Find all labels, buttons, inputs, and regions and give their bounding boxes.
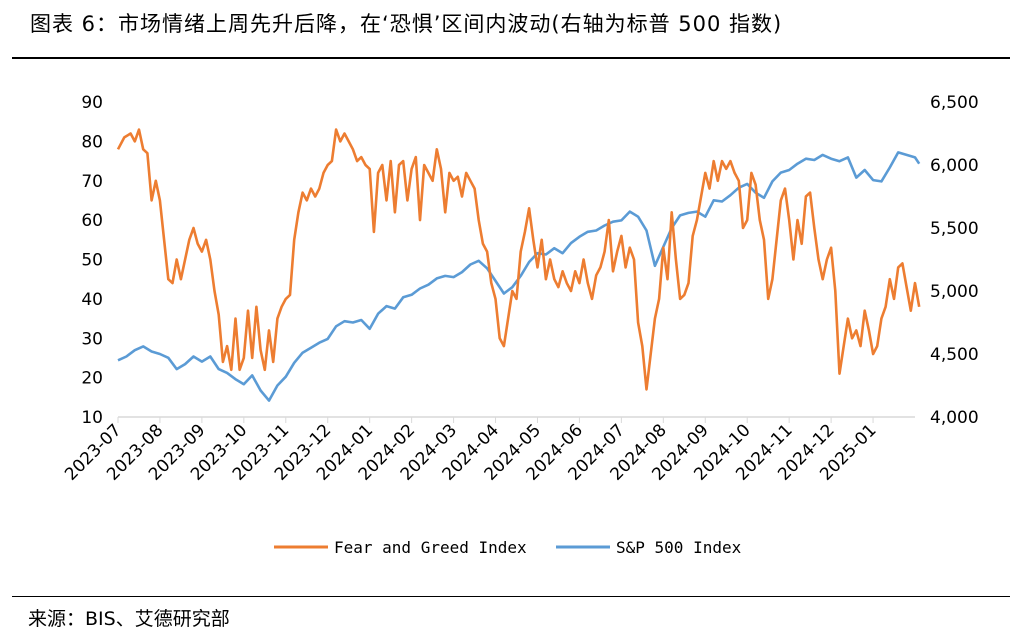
- right-y-tick-label: 4,000: [930, 408, 979, 428]
- source-note: 来源：BIS、艾德研究部: [28, 608, 230, 630]
- right-y-tick-label: 5,500: [930, 219, 979, 239]
- footer-rule: [12, 596, 1010, 597]
- fear-greed-line: [116, 128, 921, 391]
- sp500-line: [117, 151, 921, 402]
- left-y-tick-label: 60: [81, 211, 103, 231]
- right-y-tick-label: 6,000: [930, 156, 979, 176]
- left-y-tick-label: 90: [81, 93, 103, 113]
- left-y-tick-label: 20: [81, 369, 103, 389]
- legend: Fear and Greed Index S&P 500 Index: [274, 538, 742, 557]
- left-y-tick-label: 50: [81, 251, 103, 271]
- right-y-tick-label: 6,500: [930, 93, 979, 113]
- right-y-tick-label: 5,000: [930, 282, 979, 302]
- right-y-axis: 4,000 4,500 5,000 5,500 6,000 6,500: [930, 93, 979, 428]
- left-y-tick-label: 80: [81, 132, 103, 152]
- left-y-tick-label: 30: [81, 329, 103, 349]
- right-y-tick-label: 4,500: [930, 345, 979, 365]
- left-y-axis: 10 20 30 40 50 60 70 80 90: [81, 93, 103, 428]
- line-chart: 10 20 30 40 50 60 70 80 90 4,000 4,500 5,000 5,500 6…: [61, 93, 979, 557]
- legend-label-fear-greed: Fear and Greed Index: [334, 538, 527, 557]
- left-y-tick-label: 10: [81, 408, 103, 428]
- left-y-tick-label: 70: [81, 172, 103, 192]
- title-rule: [12, 57, 1010, 59]
- legend-label-sp500: S&P 500 Index: [616, 538, 742, 557]
- chart-title: 图表 6：市场情绪上周先升后降，在‘恐惧’区间内波动(右轴为标普 500 指数): [30, 12, 783, 36]
- x-axis: 2023-072023-082023-092023-102023-112023-…: [61, 417, 881, 485]
- left-y-tick-label: 40: [81, 290, 103, 310]
